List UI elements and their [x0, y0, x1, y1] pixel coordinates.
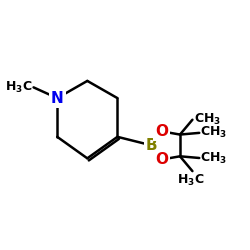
Text: O: O: [155, 152, 168, 167]
Text: B: B: [146, 138, 158, 153]
Text: N: N: [51, 90, 64, 106]
Text: $\mathbf{CH_3}$: $\mathbf{CH_3}$: [200, 125, 228, 140]
Text: $\mathbf{H_3C}$: $\mathbf{H_3C}$: [5, 80, 32, 95]
Text: $\mathbf{H_3C}$: $\mathbf{H_3C}$: [176, 173, 204, 188]
Text: O: O: [155, 124, 168, 139]
Text: $\mathbf{CH_3}$: $\mathbf{CH_3}$: [200, 150, 228, 166]
Text: $\mathbf{CH_3}$: $\mathbf{CH_3}$: [194, 112, 221, 127]
